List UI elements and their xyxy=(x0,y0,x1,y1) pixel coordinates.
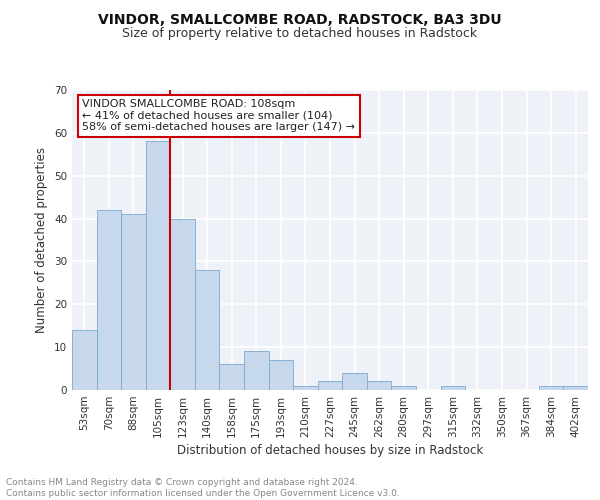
Bar xyxy=(121,214,146,390)
Bar xyxy=(367,382,391,390)
Bar xyxy=(539,386,563,390)
Bar xyxy=(72,330,97,390)
X-axis label: Distribution of detached houses by size in Radstock: Distribution of detached houses by size … xyxy=(177,444,483,457)
Bar xyxy=(244,352,269,390)
Bar xyxy=(318,382,342,390)
Text: VINDOR, SMALLCOMBE ROAD, RADSTOCK, BA3 3DU: VINDOR, SMALLCOMBE ROAD, RADSTOCK, BA3 3… xyxy=(98,12,502,26)
Bar xyxy=(342,373,367,390)
Text: Contains HM Land Registry data © Crown copyright and database right 2024.
Contai: Contains HM Land Registry data © Crown c… xyxy=(6,478,400,498)
Text: Size of property relative to detached houses in Radstock: Size of property relative to detached ho… xyxy=(122,28,478,40)
Bar xyxy=(220,364,244,390)
Bar xyxy=(563,386,588,390)
Bar xyxy=(195,270,220,390)
Bar xyxy=(440,386,465,390)
Bar xyxy=(146,142,170,390)
Bar xyxy=(269,360,293,390)
Y-axis label: Number of detached properties: Number of detached properties xyxy=(35,147,49,333)
Bar xyxy=(170,218,195,390)
Bar xyxy=(97,210,121,390)
Bar xyxy=(293,386,318,390)
Bar xyxy=(391,386,416,390)
Text: VINDOR SMALLCOMBE ROAD: 108sqm
← 41% of detached houses are smaller (104)
58% of: VINDOR SMALLCOMBE ROAD: 108sqm ← 41% of … xyxy=(82,99,355,132)
